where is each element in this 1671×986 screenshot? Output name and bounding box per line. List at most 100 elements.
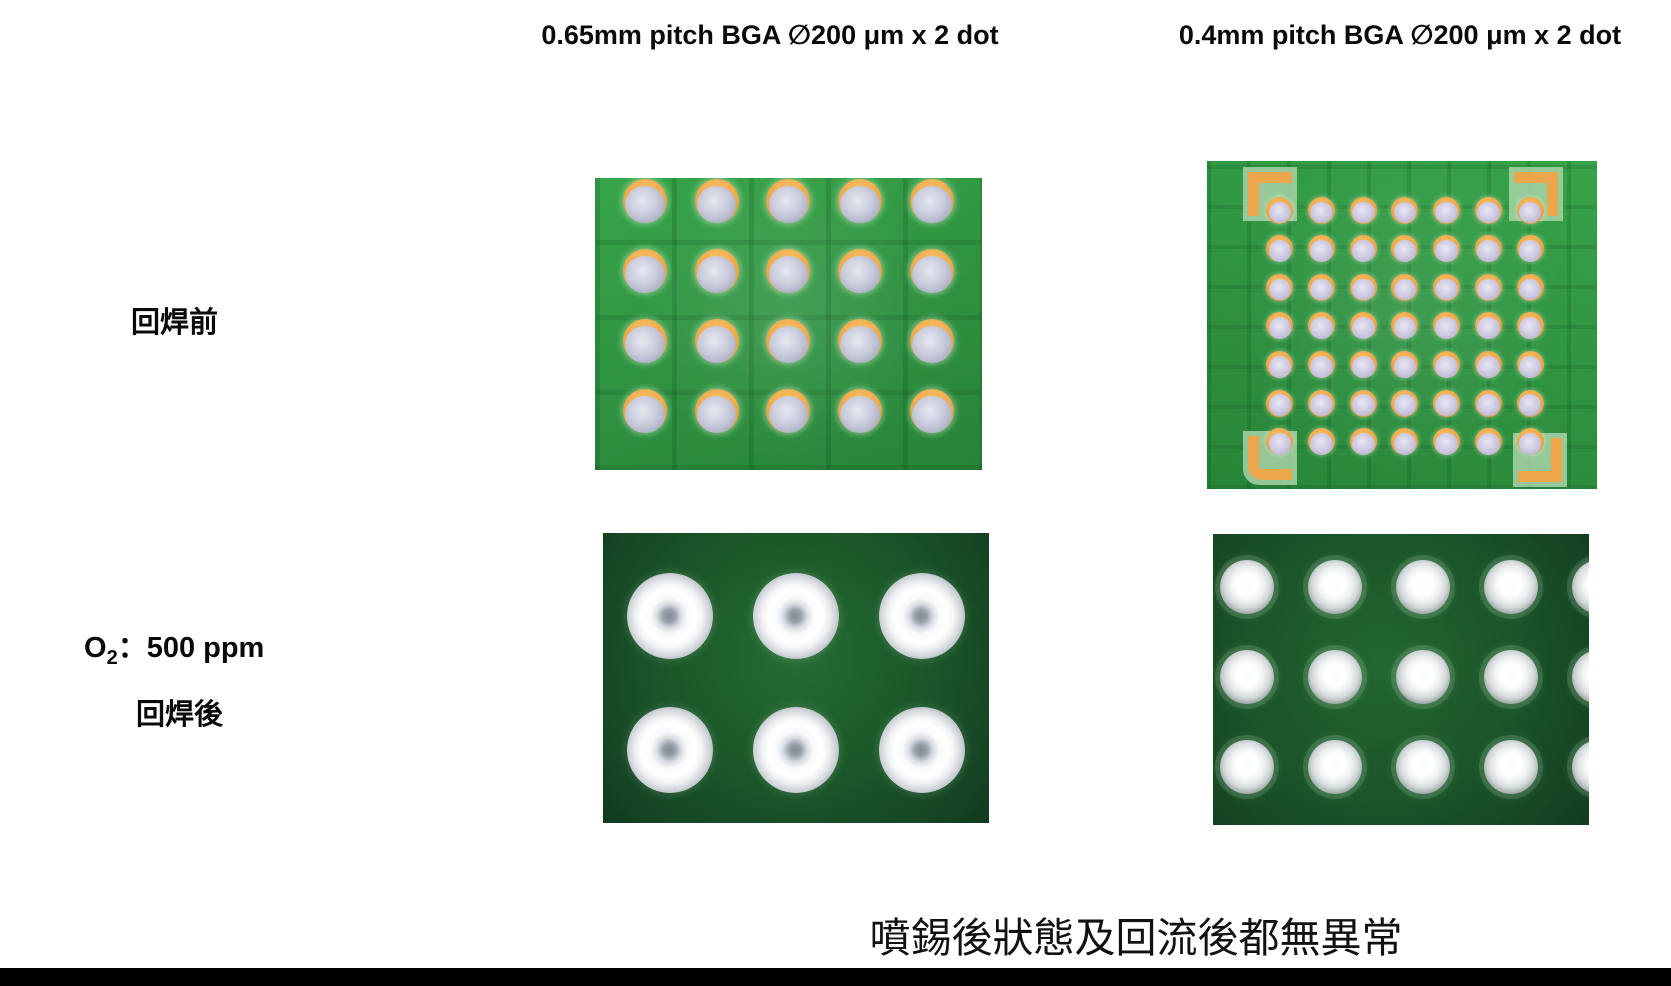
solder-paste-dot [1308,428,1336,456]
solder-paste-dot [1474,389,1502,417]
bottom-black-bar [0,968,1671,986]
solder-paste-dot [1308,389,1336,417]
solder-paste-dot [838,389,883,433]
solder-ball [879,707,965,793]
photo-before-reflow-065mm-pitch [595,178,982,470]
solder-ball [1220,740,1274,794]
solder-paste-dot [1516,351,1544,379]
solder-dot-grid [607,549,985,817]
solder-ball [1484,560,1538,614]
solder-paste-dot [1391,389,1419,417]
solder-paste-dot [622,179,667,223]
solder-paste-dot [1433,351,1461,379]
solder-paste-dot [1474,235,1502,263]
solder-paste-dot [1308,312,1336,340]
solder-paste-dot [1516,428,1544,456]
solder-ball [1572,560,1589,614]
solder-paste-dot [1266,312,1294,340]
solder-paste-dot [1433,196,1461,224]
solder-paste-dot [1516,312,1544,340]
solder-paste-dot [838,179,883,223]
photo-after-reflow-04mm-pitch [1213,534,1589,825]
column-header-04mm: 0.4mm pitch BGA ∅200 μm x 2 dot [1178,20,1622,50]
solder-paste-dot [1266,273,1294,301]
photo-after-reflow-065mm-pitch [603,533,989,823]
solder-dot-grid [1259,191,1551,461]
solder-paste-dot [1391,196,1419,224]
solder-paste-dot [1474,312,1502,340]
solder-paste-dot [1349,273,1377,301]
solder-paste-dot [1474,273,1502,301]
solder-paste-dot [1516,235,1544,263]
row-label-before-reflow: 回焊前 [131,307,219,339]
solder-paste-dot [1266,235,1294,263]
solder-paste-dot [1391,428,1419,456]
solder-paste-dot [1433,273,1461,301]
solder-paste-dot [910,249,955,293]
solder-paste-dot [1433,235,1461,263]
solder-ball [1220,560,1274,614]
solder-dot-grid [609,178,968,446]
solder-paste-dot [1349,389,1377,417]
solder-ball [627,707,713,793]
solder-paste-dot [1391,312,1419,340]
solder-paste-dot [1266,389,1294,417]
solder-ball [1396,650,1450,704]
solder-paste-dot [622,249,667,293]
solder-paste-dot [694,179,739,223]
solder-paste-dot [766,179,811,223]
solder-paste-dot [1266,428,1294,456]
solder-paste-dot [1516,273,1544,301]
solder-ball [1572,650,1589,704]
solder-paste-dot [1474,196,1502,224]
solder-paste-dot [766,319,811,363]
o2-symbol: O [84,632,107,664]
solder-paste-dot [1349,351,1377,379]
solder-paste-dot [766,389,811,433]
solder-paste-dot [694,389,739,433]
solder-paste-dot [1516,389,1544,417]
solder-ball [1308,740,1362,794]
solder-paste-dot [622,389,667,433]
solder-paste-dot [838,319,883,363]
column-header-065mm: 0.65mm pitch BGA ∅200 μm x 2 dot [541,20,999,50]
solder-paste-dot [1391,351,1419,379]
solder-paste-dot [1474,351,1502,379]
conclusion-caption: 噴錫後狀態及回流後都無異常 [869,915,1403,961]
photo-before-reflow-04mm-pitch [1207,161,1597,489]
solder-ball [879,573,965,659]
solder-paste-dot [694,249,739,293]
solder-paste-dot [694,319,739,363]
row-label-after-reflow: 回焊後 [136,699,224,731]
solder-paste-dot [1266,351,1294,379]
solder-paste-dot [1308,351,1336,379]
solder-paste-dot [1349,312,1377,340]
solder-paste-dot [766,249,811,293]
solder-paste-dot [1391,273,1419,301]
solder-ball [1308,560,1362,614]
solder-ball [627,573,713,659]
solder-ball [1396,740,1450,794]
solder-paste-dot [910,179,955,223]
solder-dot-grid [1213,542,1589,812]
solder-ball [1572,740,1589,794]
solder-paste-dot [910,319,955,363]
solder-ball [753,573,839,659]
solder-ball [1396,560,1450,614]
solder-paste-dot [1391,235,1419,263]
solder-ball [1308,650,1362,704]
solder-paste-dot [1349,196,1377,224]
solder-paste-dot [1433,312,1461,340]
solder-paste-dot [1474,428,1502,456]
solder-paste-dot [838,249,883,293]
solder-ball [1220,650,1274,704]
o2-subscript: 2 [106,646,118,669]
solder-paste-dot [1433,389,1461,417]
solder-paste-dot [1266,196,1294,224]
row-label-oxygen-level: O2：500 ppm [84,630,264,669]
solder-paste-dot [1349,428,1377,456]
solder-paste-dot [1308,273,1336,301]
solder-paste-dot [1308,235,1336,263]
solder-paste-dot [1516,196,1544,224]
